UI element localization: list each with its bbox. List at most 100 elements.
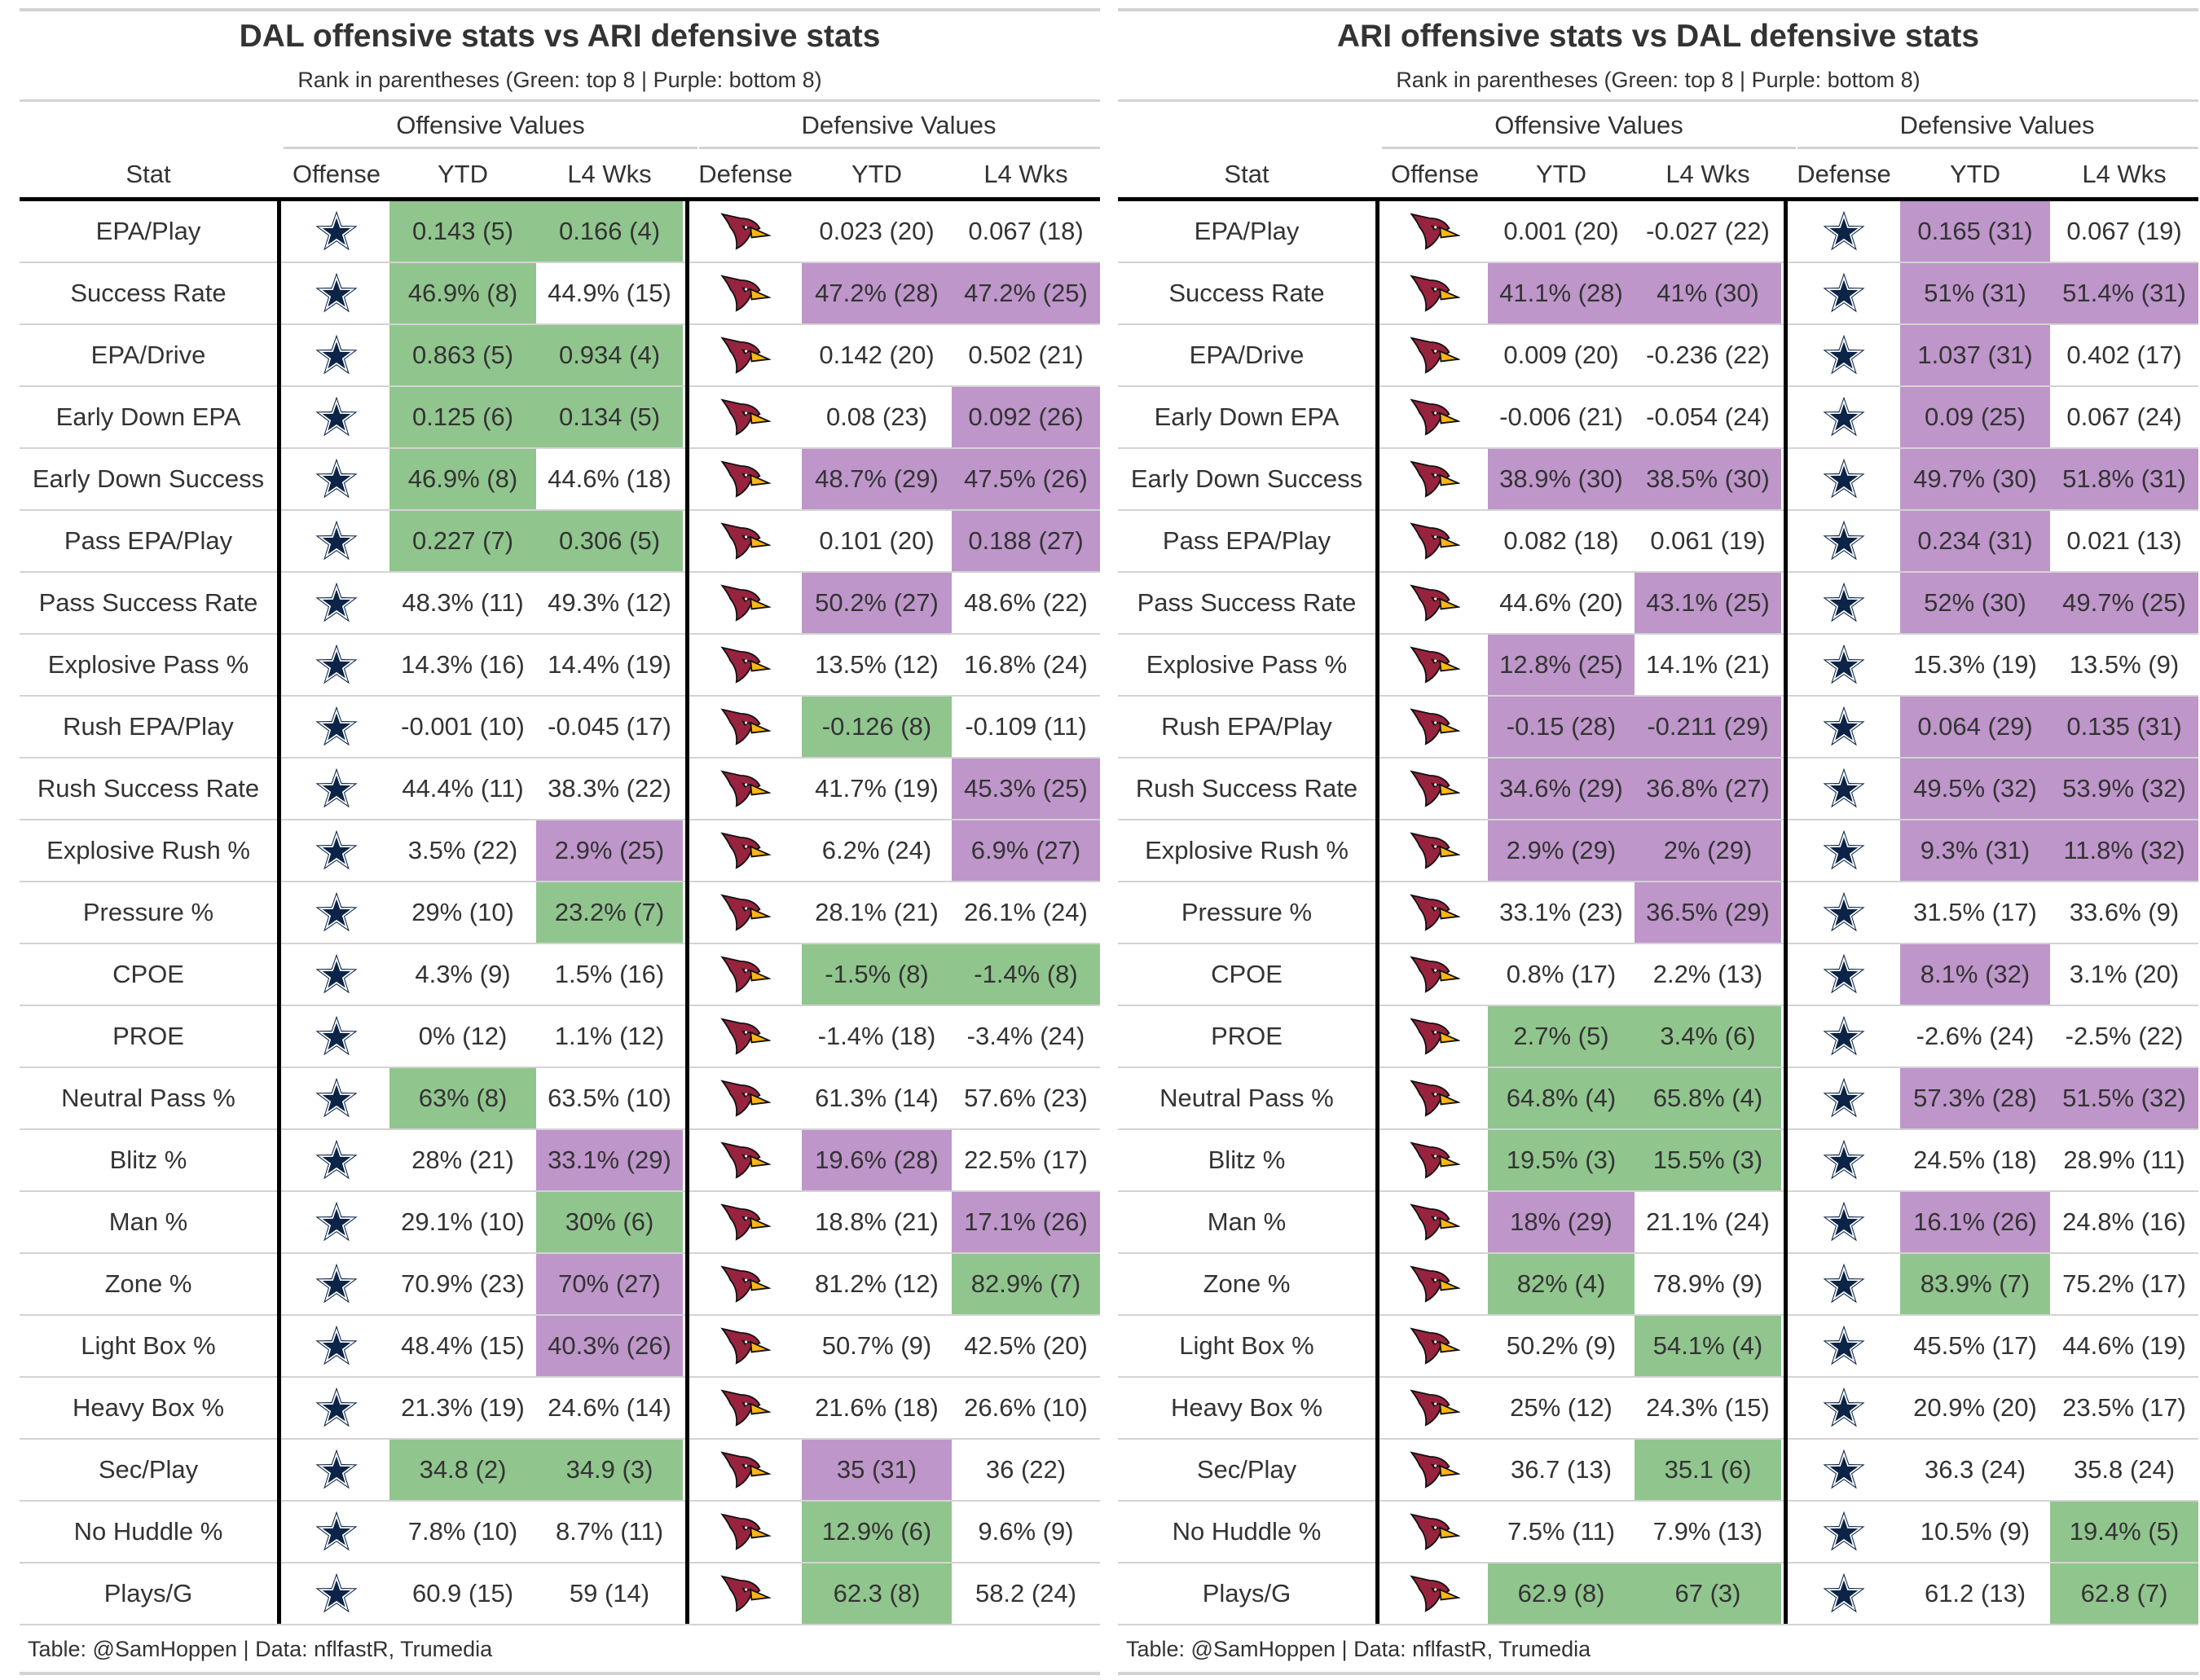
header-def-l4: L4 Wks [983, 160, 1068, 188]
def-l4-cell: 82.9% (7) [952, 1254, 1100, 1314]
row-divider [1118, 509, 2198, 511]
off-ytd-cell: 7.5% (11) [1507, 1517, 1616, 1546]
stat-name-cell: Zone % [104, 1269, 192, 1298]
off-l4-cell: 1.5% (16) [554, 960, 665, 988]
dallas-star-icon [315, 582, 358, 622]
stat-name-cell: Pass Success Rate [1137, 588, 1357, 617]
stat-name-cell: Success Rate [70, 279, 227, 307]
off-l4-cell: 36.8% (27) [1635, 759, 1781, 819]
stat-name-cell: Explosive Pass % [1146, 650, 1348, 679]
table-row: Plays/G 62.9 (8) 67 (3) 61.2 (13) 62.8 (7) [1118, 1563, 2198, 1625]
cardinals-head-icon [1410, 1203, 1460, 1241]
def-ytd-cell: 20.9% (20) [1913, 1393, 2037, 1422]
off-l4-cell: 15.5% (3) [1635, 1130, 1781, 1190]
def-l4-cell: 0.402 (17) [2066, 341, 2182, 369]
cardinals-head-icon [1410, 1451, 1460, 1489]
off-ytd-cell: 38.9% (30) [1488, 449, 1635, 509]
defense-team-logo [689, 1502, 802, 1562]
defense-team-logo [1788, 511, 1900, 571]
dallas-star-icon [1823, 1387, 1865, 1427]
table-row: Pressure % 29% (10) 23.2% (7) 28.1% (21) 26.… [20, 882, 1100, 944]
defense-team-logo [1788, 1440, 1900, 1500]
off-l4-cell: 40.3% (26) [536, 1316, 683, 1376]
defense-team-logo [689, 387, 802, 447]
def-ytd-cell: 61.2 (13) [1924, 1579, 2026, 1607]
off-l4-cell: 44.9% (15) [548, 279, 671, 307]
off-l4-cell: 43.1% (25) [1635, 573, 1781, 633]
off-l4-cell: 2% (29) [1635, 820, 1781, 881]
off-ytd-cell: 12.8% (25) [1488, 635, 1635, 695]
stat-name-cell: Pass Success Rate [38, 588, 258, 617]
table-row: Man % 18% (29) 21.1% (24) 16.1% (26) 24.8% (… [1118, 1192, 2198, 1254]
defense-team-logo [689, 635, 802, 695]
off-ytd-cell: 29% (10) [411, 898, 514, 926]
off-l4-cell: 24.3% (15) [1646, 1393, 1770, 1422]
def-l4-cell: 17.1% (26) [952, 1192, 1100, 1252]
def-ytd-cell: 0.09 (25) [1900, 387, 2050, 447]
row-divider [20, 1438, 1100, 1440]
offense-team-logo [284, 1563, 389, 1624]
dallas-star-icon [315, 458, 358, 499]
row-divider [1118, 1005, 2198, 1006]
row-divider [20, 1624, 1100, 1625]
row-divider [1118, 943, 2198, 944]
defense-team-logo [689, 1378, 802, 1438]
off-ytd-cell: 33.1% (23) [1499, 898, 1623, 926]
dallas-star-icon [1823, 1015, 1865, 1056]
row-divider [1118, 571, 2198, 573]
stat-name-cell: EPA/Play [1194, 217, 1300, 245]
row-divider [20, 571, 1100, 573]
off-ytd-cell: 14.3% (16) [401, 650, 525, 679]
stat-name-cell: Rush Success Rate [37, 774, 260, 803]
table-row: Sec/Play 34.8 (2) 34.9 (3) 35 (31) 36 (22) [20, 1440, 1100, 1502]
table-row: Plays/G 60.9 (15) 59 (14) 62.3 (8) 58.2 (24) [20, 1563, 1100, 1625]
offense-team-logo [1382, 511, 1488, 571]
off-ytd-cell: 2.7% (5) [1488, 1006, 1635, 1066]
off-ytd-cell: 63% (8) [389, 1068, 536, 1128]
offense-defense-divider [685, 201, 689, 1624]
def-l4-cell: 0.067 (24) [2066, 402, 2182, 431]
row-divider [1118, 881, 2198, 882]
offense-team-logo [1382, 263, 1488, 323]
defense-team-logo [1788, 325, 1900, 385]
stat-name-cell: Blitz % [1208, 1146, 1286, 1174]
title-rule [20, 99, 1100, 102]
off-ytd-cell: 0.143 (5) [389, 201, 536, 262]
def-ytd-cell: 18.8% (21) [815, 1207, 939, 1236]
stat-name-cell: Rush Success Rate [1135, 774, 1358, 803]
dallas-star-icon [315, 1263, 358, 1304]
def-ytd-cell: 0.101 (20) [819, 526, 935, 555]
dallas-star-icon [315, 520, 358, 561]
off-ytd-cell: 44.6% (20) [1499, 588, 1623, 617]
off-ytd-cell: 64.8% (4) [1488, 1068, 1635, 1128]
dallas-star-icon [315, 1077, 358, 1118]
row-divider [1118, 323, 2198, 325]
def-ytd-cell: 13.5% (12) [815, 650, 939, 679]
off-ytd-cell: 25% (12) [1510, 1393, 1613, 1422]
row-divider [20, 819, 1100, 820]
table-row: Pass EPA/Play 0.082 (18) 0.061 (19) 0.234 (… [1118, 511, 2198, 573]
defense-team-logo [1788, 1006, 1900, 1066]
header-off-l4: L4 Wks [567, 160, 652, 188]
table-row: EPA/Drive 0.863 (5) 0.934 (4) 0.142 (20) 0.5… [20, 325, 1100, 387]
defensive-spanner-rule [1797, 147, 2198, 149]
def-l4-cell: 58.2 (24) [975, 1579, 1077, 1607]
off-l4-cell: 44.6% (18) [548, 464, 671, 493]
table-title: ARI offensive stats vs DAL defensive sta… [1336, 19, 1980, 54]
row-divider [20, 262, 1100, 263]
defense-team-logo [1788, 1068, 1900, 1128]
def-l4-cell: 6.9% (27) [952, 820, 1100, 881]
def-ytd-cell: 49.5% (32) [1900, 759, 2050, 819]
cardinals-head-icon [720, 398, 771, 436]
table-row: PROE 0% (12) 1.1% (12) -1.4% (18) -3.4% (24) [20, 1006, 1100, 1068]
defense-team-logo [1788, 1130, 1900, 1190]
off-l4-cell: 41% (30) [1635, 263, 1781, 323]
def-l4-cell: 0.135 (31) [2050, 697, 2198, 757]
def-ytd-cell: 57.3% (28) [1900, 1068, 2050, 1128]
offense-team-logo [1382, 1316, 1488, 1376]
cardinals-head-icon [1410, 1575, 1460, 1612]
off-l4-cell: 63.5% (10) [548, 1084, 671, 1112]
defense-team-logo [689, 511, 802, 571]
offense-team-logo [284, 1378, 389, 1438]
dallas-star-icon [1823, 706, 1865, 746]
